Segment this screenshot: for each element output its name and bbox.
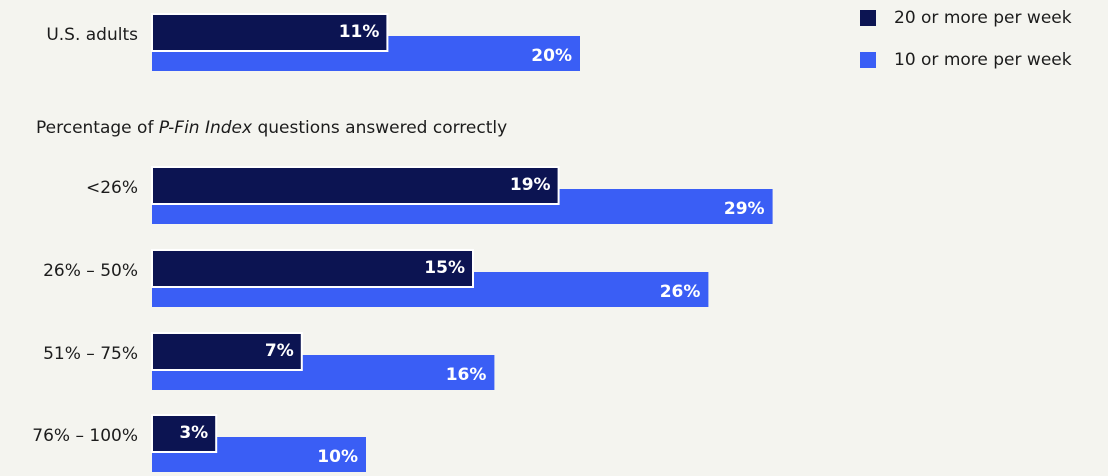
bar bbox=[151, 332, 303, 371]
value-label: 15% bbox=[424, 258, 465, 278]
value-label: 7% bbox=[265, 341, 294, 361]
value-label: 10% bbox=[317, 447, 358, 467]
value-label: 19% bbox=[510, 175, 551, 195]
category-label: 76% – 100% bbox=[32, 426, 138, 446]
group-label-part: questions answered correctly bbox=[252, 118, 507, 138]
value-label: 11% bbox=[339, 22, 380, 42]
legend-label: 10 or more per week bbox=[894, 50, 1072, 70]
category-label: U.S. adults bbox=[46, 25, 138, 45]
legend-swatch bbox=[860, 52, 876, 68]
group-label-part: P-Fin Index bbox=[159, 118, 253, 138]
group-label-part: Percentage of bbox=[36, 118, 159, 138]
value-label: 26% bbox=[660, 282, 701, 302]
bar bbox=[151, 249, 474, 288]
bar bbox=[151, 166, 560, 205]
category-label: 51% – 75% bbox=[43, 344, 138, 364]
legend-swatch bbox=[860, 10, 876, 26]
value-label: 29% bbox=[724, 199, 765, 219]
category-label: <26% bbox=[86, 178, 138, 198]
legend-label: 20 or more per week bbox=[894, 8, 1072, 28]
bar bbox=[151, 13, 389, 52]
value-label: 3% bbox=[179, 423, 208, 443]
group-label: Percentage of P-Fin Index questions answ… bbox=[36, 118, 507, 138]
value-label: 20% bbox=[531, 46, 572, 66]
value-label: 16% bbox=[446, 365, 487, 385]
category-label: 26% – 50% bbox=[43, 261, 138, 281]
bar bbox=[151, 414, 218, 453]
